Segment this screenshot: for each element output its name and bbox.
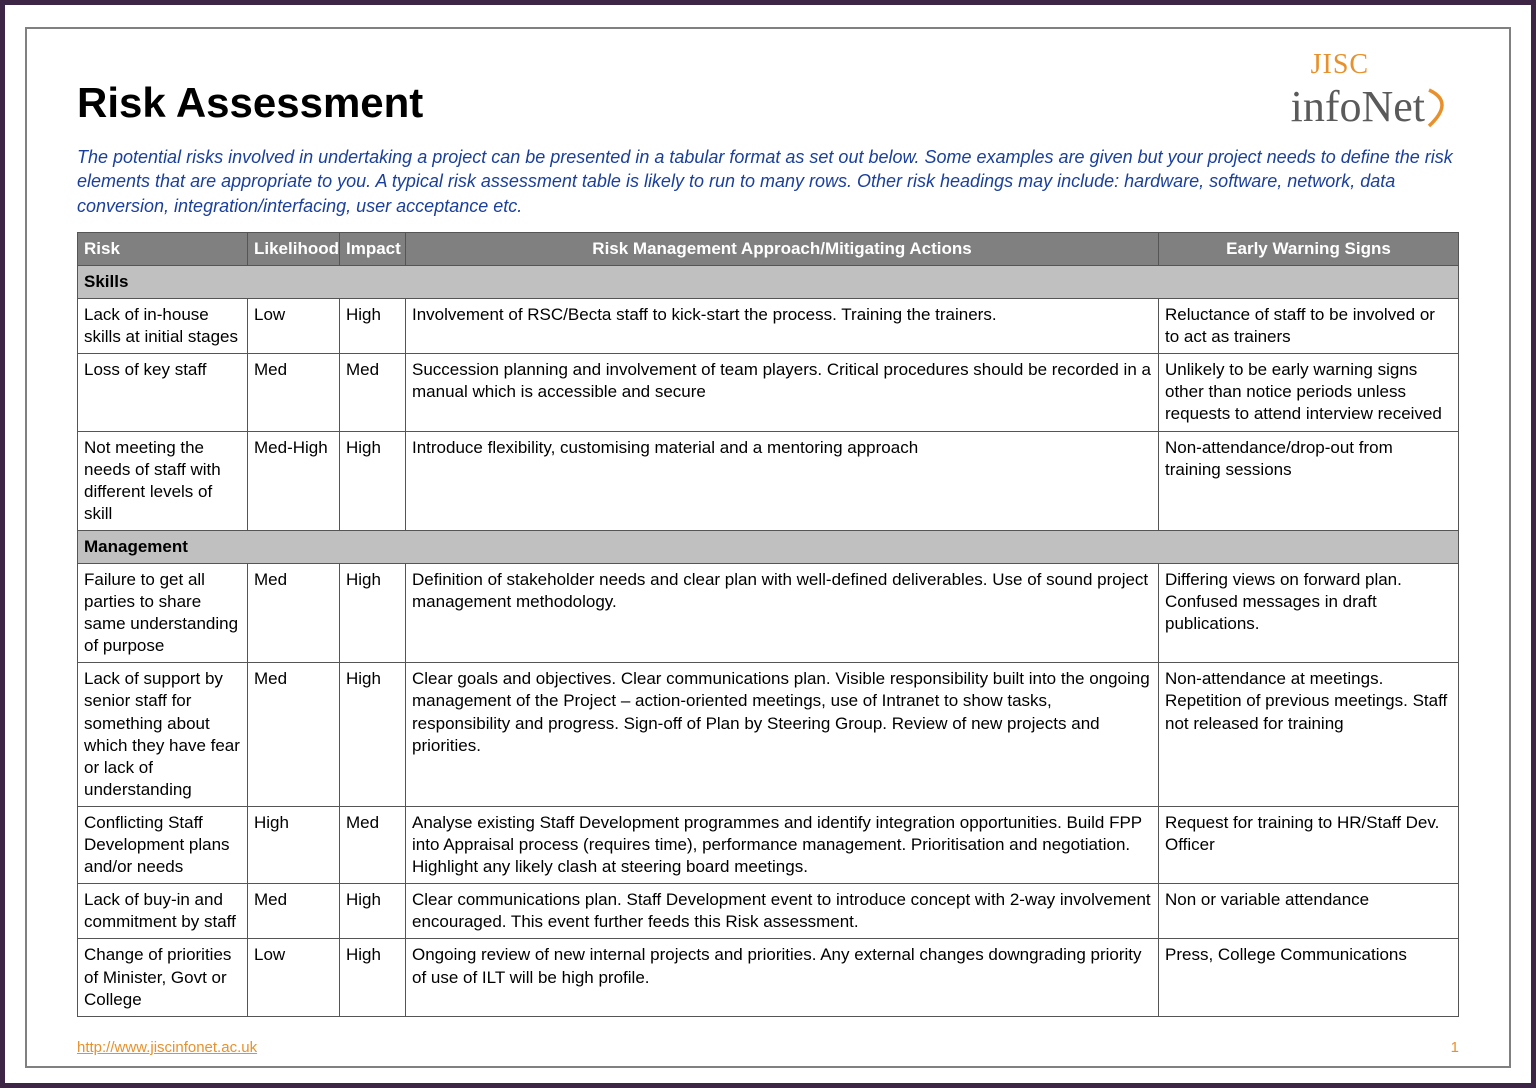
cell-likelihood: Low	[248, 299, 340, 354]
cell-approach: Involvement of RSC/Becta staff to kick-s…	[406, 299, 1159, 354]
cell-impact: Med	[340, 354, 406, 431]
cell-approach: Ongoing review of new internal projects …	[406, 939, 1159, 1016]
cell-risk: Failure to get all parties to share same…	[78, 564, 248, 663]
outer-frame: Risk Assessment JISC infoNet The potenti…	[0, 0, 1536, 1088]
cell-impact: Med	[340, 806, 406, 883]
col-header-approach: Risk Management Approach/Mitigating Acti…	[406, 232, 1159, 265]
cell-warning: Non or variable attendance	[1159, 884, 1459, 939]
cell-approach: Clear goals and objectives. Clear commun…	[406, 663, 1159, 807]
cell-risk: Lack of in-house skills at initial stage…	[78, 299, 248, 354]
cell-risk: Loss of key staff	[78, 354, 248, 431]
cell-approach: Succession planning and involvement of t…	[406, 354, 1159, 431]
cell-likelihood: Med	[248, 354, 340, 431]
cell-likelihood: Med	[248, 564, 340, 663]
cell-impact: High	[340, 299, 406, 354]
cell-impact: High	[340, 884, 406, 939]
table-row: Lack of in-house skills at initial stage…	[78, 299, 1459, 354]
risk-table: Risk Likelihood Impact Risk Management A…	[77, 232, 1459, 1017]
col-header-warning: Early Warning Signs	[1159, 232, 1459, 265]
table-header-row: Risk Likelihood Impact Risk Management A…	[78, 232, 1459, 265]
cell-likelihood: Low	[248, 939, 340, 1016]
page-title: Risk Assessment	[77, 79, 423, 127]
cell-risk: Conflicting Staff Development plans and/…	[78, 806, 248, 883]
page-footer: http://www.jiscinfonet.ac.uk 1	[77, 1039, 1459, 1056]
section-label: Skills	[78, 265, 1459, 298]
cell-impact: High	[340, 431, 406, 530]
cell-risk: Not meeting the needs of staff with diff…	[78, 431, 248, 530]
footer-link[interactable]: http://www.jiscinfonet.ac.uk	[77, 1039, 257, 1056]
cell-impact: High	[340, 939, 406, 1016]
cell-likelihood: Med	[248, 884, 340, 939]
cell-risk: Lack of support by senior staff for some…	[78, 663, 248, 807]
section-header-skills: Skills	[78, 265, 1459, 298]
cell-approach: Clear communications plan. Staff Develop…	[406, 884, 1159, 939]
table-row: Failure to get all parties to share same…	[78, 564, 1459, 663]
header-row: Risk Assessment JISC infoNet	[77, 54, 1459, 137]
document-page: Risk Assessment JISC infoNet The potenti…	[25, 27, 1511, 1068]
cell-approach: Analyse existing Staff Development progr…	[406, 806, 1159, 883]
cell-approach: Definition of stakeholder needs and clea…	[406, 564, 1159, 663]
cell-risk: Lack of buy-in and commitment by staff	[78, 884, 248, 939]
col-header-likelihood: Likelihood	[248, 232, 340, 265]
cell-likelihood: High	[248, 806, 340, 883]
table-row: Change of priorities of Minister, Govt o…	[78, 939, 1459, 1016]
col-header-impact: Impact	[340, 232, 406, 265]
cell-warning: Reluctance of staff to be involved or to…	[1159, 299, 1459, 354]
section-header-management: Management	[78, 530, 1459, 563]
cell-warning: Request for training to HR/Staff Dev. Of…	[1159, 806, 1459, 883]
table-row: Lack of buy-in and commitment by staff M…	[78, 884, 1459, 939]
col-header-risk: Risk	[78, 232, 248, 265]
logo-swoosh-icon	[1427, 82, 1459, 132]
table-row: Not meeting the needs of staff with diff…	[78, 431, 1459, 530]
section-label: Management	[78, 530, 1459, 563]
cell-impact: High	[340, 564, 406, 663]
logo-bottom-wrap: infoNet	[1291, 81, 1459, 132]
page-number: 1	[1451, 1039, 1459, 1056]
jisc-infonet-logo: JISC infoNet	[1291, 49, 1459, 132]
cell-warning: Differing views on forward plan. Confuse…	[1159, 564, 1459, 663]
cell-approach: Introduce flexibility, customising mater…	[406, 431, 1159, 530]
logo-bottom-text: infoNet	[1291, 81, 1425, 132]
intro-paragraph: The potential risks involved in undertak…	[77, 145, 1459, 218]
cell-risk: Change of priorities of Minister, Govt o…	[78, 939, 248, 1016]
table-row: Loss of key staff Med Med Succession pla…	[78, 354, 1459, 431]
cell-warning: Unlikely to be early warning signs other…	[1159, 354, 1459, 431]
logo-top-text: JISC	[1311, 49, 1459, 81]
cell-warning: Non-attendance at meetings. Repetition o…	[1159, 663, 1459, 807]
cell-likelihood: Med-High	[248, 431, 340, 530]
cell-warning: Non-attendance/drop-out from training se…	[1159, 431, 1459, 530]
cell-impact: High	[340, 663, 406, 807]
table-row: Lack of support by senior staff for some…	[78, 663, 1459, 807]
table-body: Skills Lack of in-house skills at initia…	[78, 265, 1459, 1016]
table-row: Conflicting Staff Development plans and/…	[78, 806, 1459, 883]
cell-warning: Press, College Communications	[1159, 939, 1459, 1016]
cell-likelihood: Med	[248, 663, 340, 807]
